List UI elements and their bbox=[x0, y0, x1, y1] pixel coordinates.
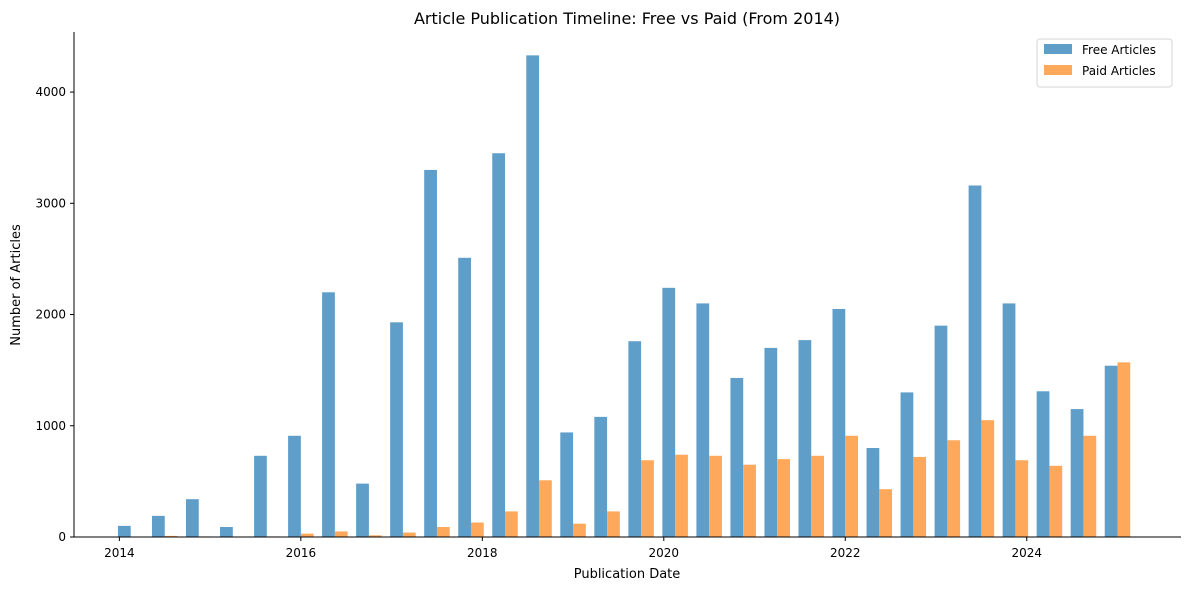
bar-free-12 bbox=[526, 55, 540, 537]
bar-free-5 bbox=[288, 435, 301, 537]
bar-free-29 bbox=[1104, 365, 1118, 537]
bar-free-15 bbox=[628, 341, 642, 537]
bar-paid-20 bbox=[811, 455, 825, 537]
bar-free-0 bbox=[117, 525, 131, 537]
y-tick-label: 0 bbox=[58, 530, 66, 544]
bar-free-6 bbox=[322, 292, 335, 537]
bar-free-9 bbox=[424, 169, 437, 538]
bar-paid-8 bbox=[402, 532, 416, 537]
x-tick-label: 2024 bbox=[1011, 546, 1042, 560]
bar-paid-29 bbox=[1117, 362, 1131, 537]
x-tick-label: 2022 bbox=[830, 546, 861, 560]
bars-group bbox=[117, 55, 1131, 538]
bar-paid-11 bbox=[505, 511, 518, 537]
y-tick-label: 4000 bbox=[35, 85, 66, 99]
x-tick-label: 2016 bbox=[286, 546, 317, 560]
bar-free-23 bbox=[900, 392, 914, 537]
bar-free-25 bbox=[968, 185, 982, 537]
x-axis-label: Publication Date bbox=[574, 567, 681, 582]
legend-label-paid: Paid Articles bbox=[1082, 64, 1156, 78]
bar-free-28 bbox=[1070, 409, 1084, 537]
legend-swatch-free bbox=[1044, 44, 1072, 54]
bar-free-24 bbox=[934, 325, 948, 537]
bar-paid-17 bbox=[709, 455, 722, 537]
y-tick-label: 2000 bbox=[35, 308, 66, 322]
bar-paid-1 bbox=[164, 535, 178, 537]
bar-free-3 bbox=[220, 526, 233, 537]
y-ticks-group: 0 1000 2000 3000 4000 bbox=[35, 85, 74, 544]
bar-free-27 bbox=[1036, 391, 1050, 537]
bar-paid-5 bbox=[300, 533, 314, 537]
x-tick-label: 2014 bbox=[104, 546, 135, 560]
bar-paid-13 bbox=[573, 523, 586, 537]
bar-free-7 bbox=[356, 483, 369, 537]
bar-paid-19 bbox=[777, 459, 790, 537]
legend-swatch-paid bbox=[1044, 65, 1072, 75]
y-axis-label: Number of Articles bbox=[9, 224, 24, 346]
bar-free-2 bbox=[186, 499, 199, 537]
legend: Free Articles Paid Articles bbox=[1036, 38, 1173, 88]
bar-paid-16 bbox=[675, 454, 688, 537]
bar-paid-18 bbox=[743, 464, 756, 537]
bar-paid-9 bbox=[436, 526, 450, 537]
bar-paid-24 bbox=[947, 440, 961, 537]
bar-paid-15 bbox=[641, 460, 654, 537]
bar-paid-23 bbox=[913, 456, 927, 537]
chart-title: Article Publication Timeline: Free vs Pa… bbox=[414, 9, 840, 28]
bar-paid-12 bbox=[539, 480, 552, 537]
x-ticks-group: 2014 2016 2018 2020 2022 2024 bbox=[104, 537, 1042, 560]
bar-free-20 bbox=[798, 340, 812, 537]
y-tick-label: 1000 bbox=[35, 419, 66, 433]
bar-free-10 bbox=[458, 257, 471, 537]
bar-paid-14 bbox=[607, 511, 620, 537]
bar-free-18 bbox=[730, 377, 744, 537]
bar-free-1 bbox=[151, 515, 165, 537]
bar-free-19 bbox=[764, 347, 778, 537]
bar-free-16 bbox=[662, 287, 676, 537]
bar-free-8 bbox=[390, 322, 403, 537]
bar-paid-27 bbox=[1049, 465, 1063, 537]
bar-free-26 bbox=[1002, 303, 1016, 537]
bar-free-13 bbox=[560, 432, 574, 537]
bar-paid-10 bbox=[470, 522, 484, 537]
x-tick-label: 2018 bbox=[467, 546, 498, 560]
y-tick-label: 3000 bbox=[35, 196, 66, 210]
bar-paid-21 bbox=[845, 435, 859, 537]
bar-free-14 bbox=[594, 416, 608, 537]
bar-paid-22 bbox=[879, 489, 893, 537]
bar-paid-26 bbox=[1015, 460, 1029, 537]
bar-paid-6 bbox=[334, 531, 348, 537]
bar-free-11 bbox=[492, 153, 506, 537]
bar-paid-28 bbox=[1083, 435, 1097, 537]
bar-free-22 bbox=[866, 448, 880, 537]
bar-free-4 bbox=[254, 455, 267, 537]
legend-label-free: Free Articles bbox=[1082, 43, 1156, 57]
bar-paid-7 bbox=[368, 535, 382, 537]
bar-paid-25 bbox=[981, 420, 995, 537]
bar-free-21 bbox=[832, 308, 846, 537]
bar-free-17 bbox=[696, 303, 710, 537]
x-tick-label: 2020 bbox=[649, 546, 680, 560]
